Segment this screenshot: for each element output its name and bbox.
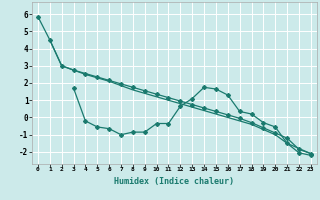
X-axis label: Humidex (Indice chaleur): Humidex (Indice chaleur) (115, 177, 234, 186)
